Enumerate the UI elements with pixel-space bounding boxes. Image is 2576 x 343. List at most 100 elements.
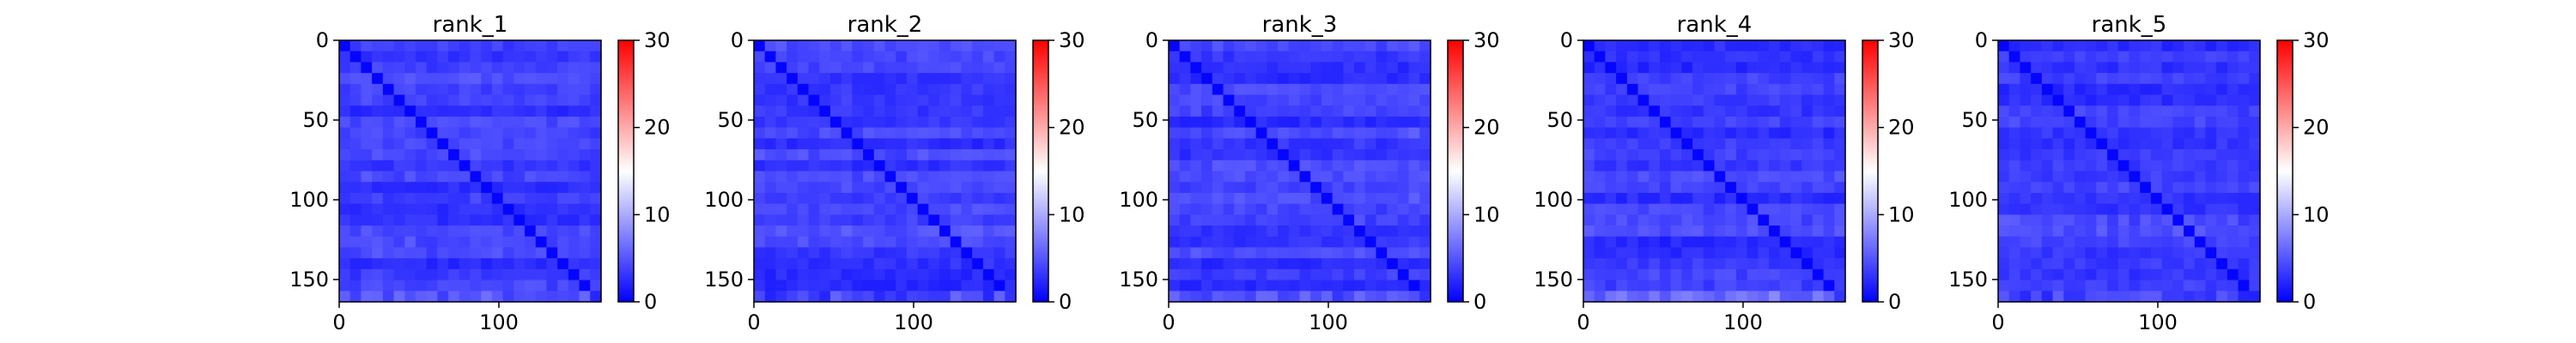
heatmap-cell — [1364, 291, 1377, 303]
heatmap-cell — [2063, 149, 2075, 161]
heatmap-cell — [1267, 182, 1279, 194]
heatmap-cell — [873, 138, 886, 150]
heatmap-cell — [2161, 192, 2173, 205]
heatmap-cell — [1190, 280, 1202, 292]
heatmap-cell — [863, 236, 875, 249]
heatmap-cell — [2227, 182, 2239, 194]
heatmap-cell — [426, 171, 438, 183]
heatmap-cell — [502, 214, 514, 226]
heatmap-cell — [339, 83, 351, 96]
heatmap-cell — [884, 159, 896, 172]
heatmap-cell — [1179, 247, 1192, 259]
heatmap-cell — [502, 94, 514, 106]
heatmap-cells — [754, 40, 1017, 303]
heatmap-cell — [404, 40, 416, 52]
heatmap-cell — [2194, 105, 2207, 117]
heatmap-cell — [1397, 192, 1410, 205]
heatmap-cell — [2227, 159, 2239, 172]
heatmap-cell — [1408, 83, 1420, 96]
heatmap-cell — [2140, 62, 2152, 74]
heatmap-cell — [2085, 203, 2097, 215]
heatmap-cell — [2117, 268, 2130, 281]
heatmap-cell — [1397, 40, 1410, 52]
heatmap-cell — [1649, 247, 1661, 259]
heatmap-cell — [1670, 280, 1682, 292]
heatmap-cell — [972, 203, 984, 215]
heatmap-cell — [1190, 138, 1202, 150]
heatmap-cell — [1747, 214, 1759, 226]
heatmap-cell — [349, 182, 362, 194]
heatmap-cell — [1747, 258, 1759, 270]
heatmap-cell — [2020, 149, 2032, 161]
heatmap-cell — [1779, 226, 1792, 238]
heatmap-cell — [546, 51, 558, 63]
heatmap-cell — [1769, 280, 1781, 292]
heatmap-cell — [808, 51, 820, 63]
heatmap-cell — [1364, 214, 1377, 226]
heatmap-cell — [579, 236, 591, 249]
heatmap-cell — [415, 105, 428, 117]
heatmap-cell — [961, 138, 973, 150]
heatmap-cell — [1310, 247, 1322, 259]
heatmap-cell — [1354, 40, 1366, 52]
heatmap-cell — [1725, 105, 1737, 117]
heatmap-cell — [787, 247, 799, 259]
heatmap-cell — [1626, 171, 1639, 183]
heatmap-cell — [1725, 83, 1737, 96]
heatmap-cell — [1616, 236, 1628, 249]
heatmap-cell — [1812, 62, 1825, 74]
heatmap-cell — [1714, 226, 1726, 238]
heatmap-cell — [2085, 127, 2097, 139]
heatmap-cell — [873, 73, 886, 85]
heatmap-cell — [1321, 127, 1334, 139]
heatmap-cell — [808, 94, 820, 106]
heatmap-cell — [339, 40, 351, 52]
heatmap-cell — [1714, 83, 1726, 96]
heatmap-cell — [1659, 280, 1672, 292]
heatmap-cell — [2063, 214, 2075, 226]
heatmap-cell — [502, 116, 514, 129]
heatmap-cell — [2031, 116, 2043, 129]
heatmap-cell — [1758, 268, 1770, 281]
heatmap-cell — [873, 51, 886, 63]
heatmap-cell — [470, 226, 482, 238]
heatmap-cell — [1397, 203, 1410, 215]
heatmap-cell — [2052, 280, 2064, 292]
heatmap-cell — [1790, 83, 1802, 96]
heatmap-cell — [590, 94, 602, 106]
heatmap-cell — [2150, 192, 2163, 205]
heatmap-cell — [2008, 51, 2021, 63]
heatmap-cell — [863, 105, 875, 117]
heatmap-cell — [1583, 203, 1595, 215]
heatmap-cell — [1998, 268, 2010, 281]
heatmap-cell — [349, 291, 362, 303]
heatmap-cell — [1703, 116, 1716, 129]
heatmap-cell — [1354, 291, 1366, 303]
heatmap-cell — [2184, 291, 2196, 303]
heatmap-cell — [1823, 83, 1835, 96]
heatmap-cell — [1998, 40, 2010, 52]
heatmap-cell — [437, 291, 449, 303]
heatmap-cell — [1670, 159, 1682, 172]
heatmap-cell — [2238, 51, 2250, 63]
heatmap-cell — [1594, 94, 1607, 106]
heatmap-cell — [775, 138, 787, 150]
heatmap-cell — [372, 116, 384, 129]
heatmap-cell — [2041, 226, 2054, 238]
heatmap-cell — [1244, 291, 1257, 303]
heatmap-cell — [2150, 236, 2163, 249]
heatmap-cell — [1758, 203, 1770, 215]
heatmap-cell — [448, 236, 460, 249]
heatmap-cell — [513, 203, 526, 215]
heatmap-cell — [535, 258, 548, 270]
heatmap-cell — [1169, 247, 1181, 259]
heatmap-cell — [481, 236, 493, 249]
heatmap-cell — [557, 62, 569, 74]
heatmap-cell — [972, 268, 984, 281]
heatmap-cell — [797, 159, 810, 172]
heatmap-cell — [1758, 51, 1770, 63]
heatmap-cell — [1267, 40, 1279, 52]
heatmap-cell — [1212, 247, 1224, 259]
heatmap-cell — [2063, 258, 2075, 270]
heatmap-cell — [1364, 105, 1377, 117]
